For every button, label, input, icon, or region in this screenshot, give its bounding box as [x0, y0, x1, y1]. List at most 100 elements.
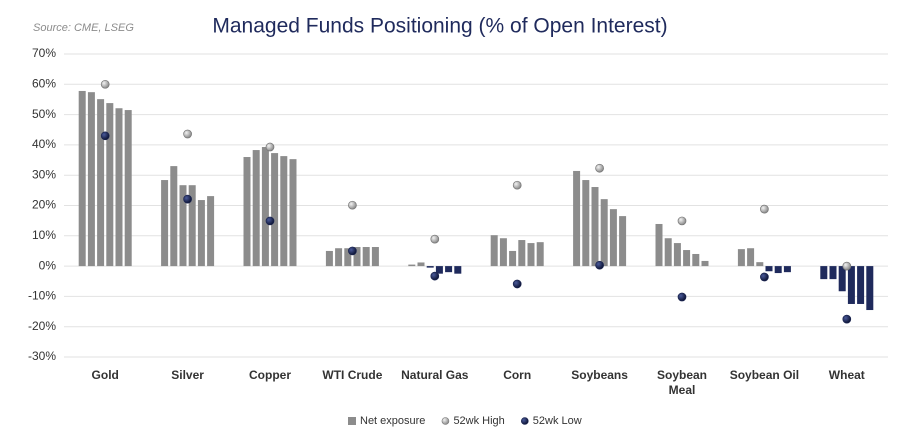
bar	[207, 196, 215, 267]
x-tick-label: Wheat	[829, 368, 865, 382]
bar	[417, 262, 425, 267]
legend-label: 52wk Low	[533, 415, 582, 427]
bar	[124, 110, 132, 267]
bar	[701, 260, 709, 267]
bar	[115, 108, 123, 267]
bar	[829, 266, 837, 280]
y-tick-label: 20%	[32, 198, 56, 212]
chart-title: Managed Funds Positioning (% of Open Int…	[212, 15, 667, 38]
bar	[435, 266, 443, 274]
bar	[609, 209, 617, 267]
low-dot	[183, 194, 192, 204]
bar	[765, 266, 773, 272]
high-dot	[677, 216, 687, 226]
y-tick-label: -10%	[28, 289, 56, 303]
bar	[783, 266, 791, 273]
y-tick-label: 30%	[32, 167, 56, 181]
low-dot	[512, 279, 522, 289]
bar	[737, 249, 745, 267]
bar	[271, 153, 279, 267]
bar	[509, 250, 517, 267]
low-dot	[430, 271, 440, 281]
x-tick-label: WTI Crude	[322, 368, 382, 382]
y-tick-label: -20%	[28, 319, 56, 333]
bar	[499, 238, 507, 267]
bar	[857, 266, 865, 304]
x-tick-label: Soybean Meal	[657, 368, 707, 397]
y-tick-label: 70%	[32, 46, 56, 60]
bar	[527, 243, 535, 267]
bar	[573, 170, 581, 267]
bar	[619, 216, 627, 267]
bar	[344, 248, 352, 267]
low-dot	[595, 260, 604, 270]
bar	[518, 240, 526, 267]
bar	[692, 253, 700, 267]
x-tick-label: Soybeans	[571, 368, 628, 382]
bar	[490, 235, 498, 267]
bar	[820, 266, 828, 280]
bar	[362, 247, 370, 267]
bar	[756, 262, 764, 267]
bar	[582, 180, 590, 267]
bar	[591, 187, 599, 267]
x-tick-label: Silver	[171, 368, 204, 382]
bar	[673, 243, 681, 267]
bar	[289, 159, 297, 267]
y-tick-label: 50%	[32, 107, 56, 121]
bar	[536, 242, 544, 267]
low-dot	[677, 292, 687, 302]
low-dot	[100, 131, 110, 141]
high-dot	[430, 234, 440, 244]
low-dot	[348, 246, 357, 256]
bar	[170, 166, 178, 267]
x-tick-label: Corn	[503, 368, 531, 382]
x-tick-label: Natural Gas	[401, 368, 469, 382]
bar	[847, 266, 855, 304]
y-tick-label: -30%	[28, 349, 56, 363]
high-dot	[842, 261, 852, 271]
high-dot	[100, 79, 110, 89]
high-dot	[183, 129, 192, 139]
low-dot	[760, 272, 769, 282]
low-dot	[842, 314, 852, 324]
bar	[179, 185, 187, 267]
x-tick-label: Soybean Oil	[730, 368, 799, 382]
high-dot	[512, 180, 522, 190]
bar	[838, 266, 846, 292]
bar	[261, 147, 269, 267]
bar	[600, 199, 608, 267]
high-dot	[595, 163, 604, 173]
bar	[87, 92, 95, 267]
bar	[454, 266, 462, 274]
bar	[78, 90, 86, 267]
high-dot	[265, 142, 275, 152]
bar	[683, 250, 691, 267]
bar	[866, 266, 874, 311]
bar	[371, 247, 379, 267]
bar	[197, 200, 205, 267]
low-dot	[265, 216, 275, 226]
high-dot	[760, 204, 769, 214]
bar	[161, 180, 169, 267]
bar	[408, 264, 416, 267]
high-dot	[348, 200, 357, 210]
bar	[445, 266, 453, 273]
y-tick-label: 0%	[39, 258, 57, 272]
bar	[426, 266, 434, 268]
bar	[188, 185, 196, 267]
y-tick-label: 60%	[32, 76, 56, 90]
x-tick-label: Gold	[92, 368, 119, 382]
bar	[335, 248, 343, 267]
bar	[280, 156, 288, 267]
bar	[664, 238, 672, 267]
bar	[774, 266, 782, 274]
y-tick-label: 40%	[32, 137, 56, 151]
bar	[106, 103, 114, 267]
x-tick-label: Copper	[249, 368, 291, 382]
legend-label: 52wk High	[453, 415, 504, 427]
bar	[252, 150, 260, 267]
bar	[97, 99, 105, 267]
y-tick-label: 10%	[32, 228, 56, 242]
